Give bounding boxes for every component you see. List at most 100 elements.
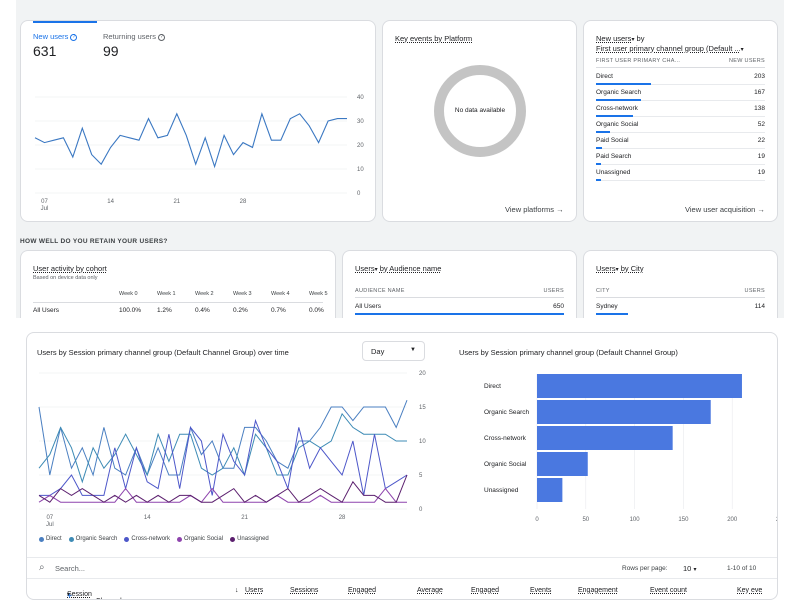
category-label: Direct — [484, 383, 501, 390]
series-line-organic-search — [38, 412, 407, 484]
new-users-card: New users? 631 Returning users? 99 40 30 2… — [20, 20, 376, 222]
week-header: Week 1 — [157, 291, 176, 297]
category-label: Organic Social — [484, 461, 527, 468]
legend-item[interactable]: Direct — [39, 536, 62, 542]
y-tick-label: 10 — [357, 167, 364, 173]
granularity-select[interactable]: Day ▼ — [362, 341, 425, 361]
acquisition-dimension[interactable]: First user primary channel group (Defaul… — [596, 44, 744, 53]
column-header[interactable]: Key eve — [737, 587, 763, 594]
column-header[interactable]: Sessions — [290, 587, 319, 594]
row-bar — [596, 313, 628, 315]
key-events-title[interactable]: Key events by Platform — [395, 34, 473, 43]
column-header[interactable]: Average — [417, 587, 443, 594]
y-tick-label: 0 — [419, 507, 423, 513]
row-label: Paid Search — [596, 153, 632, 160]
column-header[interactable]: Engaged — [348, 587, 377, 594]
new-users-value: 631 — [33, 43, 57, 59]
table-row[interactable]: All Users 650 — [355, 299, 564, 315]
retention-value: 1.2% — [157, 307, 172, 314]
audience-title[interactable]: Users▾ by Audience name — [355, 264, 442, 273]
week-header: Week 3 — [233, 291, 252, 297]
x-tick-label: 0 — [535, 517, 539, 523]
column-header[interactable]: Engaged — [471, 587, 500, 594]
row-label: Organic Social — [596, 121, 639, 128]
table-row[interactable]: Direct 203 — [596, 69, 765, 85]
users-column-header: USERS — [744, 288, 765, 294]
table-row[interactable]: Organic Search 167 — [596, 85, 765, 101]
tab-returning-users[interactable]: Returning users? — [103, 32, 165, 41]
table-row[interactable]: Cross-network 138 — [596, 101, 765, 117]
search-input[interactable]: Search... — [55, 564, 86, 573]
legend-label: Cross-network — [131, 536, 171, 542]
row-value: 22 — [757, 137, 765, 144]
column-header[interactable]: Event count — [650, 587, 687, 594]
table-row[interactable]: Unassigned 19 — [596, 165, 765, 181]
user-acquisition-card: New users▾ by First user primary channel… — [583, 20, 778, 222]
dropdown-icon[interactable]: ▾ — [615, 267, 619, 273]
city-title[interactable]: Users▾ by City — [596, 264, 644, 273]
table-row[interactable]: Organic Social 52 — [596, 117, 765, 133]
users-column-header: USERS — [543, 288, 564, 294]
x-tick-label: 200 — [727, 517, 738, 523]
x-month-label: Jul — [46, 522, 54, 528]
legend-item[interactable]: Cross-network — [124, 536, 170, 542]
acquisition-title[interactable]: New users▾ by — [596, 34, 645, 43]
row-label: Paid Social — [596, 137, 629, 144]
y-tick-label: 30 — [357, 119, 364, 125]
row-value: 114 — [754, 303, 765, 310]
key-events-card: Key events by Platform No data available… — [382, 20, 577, 222]
retention-value: 0.4% — [195, 307, 210, 314]
row-label: Sydney — [596, 303, 618, 310]
y-tick-label: 40 — [357, 95, 364, 101]
row-value: 138 — [754, 105, 765, 112]
help-icon[interactable]: ? — [70, 34, 78, 41]
x-tick-label: 07 — [46, 515, 53, 521]
row-value: 203 — [754, 73, 765, 80]
retention-value: 0.7% — [271, 307, 286, 314]
rows-per-page-label: Rows per page: — [622, 565, 668, 572]
tab-new-users[interactable]: New users? — [33, 32, 78, 41]
new-users-line-chart: 40 30 20 10 0 07 14 21 28 Jul — [34, 95, 364, 212]
dropdown-icon[interactable]: ▾ — [631, 37, 635, 43]
row-value: 167 — [754, 89, 765, 96]
column-header[interactable]: Engagement — [578, 587, 618, 594]
arrow-right-icon: → — [556, 205, 564, 214]
series-line-direct — [38, 400, 408, 477]
dropdown-icon[interactable]: ▾ — [374, 267, 378, 273]
legend-swatch — [39, 536, 44, 542]
table-header-divider — [596, 67, 765, 68]
cohort-row-label: All Users — [33, 307, 60, 314]
dropdown-icon[interactable]: ▾ — [740, 47, 744, 53]
row-bar — [596, 83, 651, 85]
view-user-acquisition-link[interactable]: View user acquisition → — [685, 205, 765, 214]
x-tick-label: 28 — [240, 199, 247, 205]
table-header-divider — [355, 297, 564, 298]
column-header[interactable]: Users — [245, 587, 264, 594]
sort-down-icon[interactable]: ↓ — [235, 587, 239, 594]
bar-unassigned — [537, 478, 563, 502]
x-tick-label: 50 — [582, 517, 589, 523]
column-header[interactable]: Events — [530, 587, 552, 594]
legend-label: Organic Social — [184, 536, 224, 542]
x-tick-label: 14 — [144, 515, 151, 521]
new-users-series-line — [34, 111, 347, 169]
table-row[interactable]: Paid Social 22 — [596, 133, 765, 149]
add-dimension-icon[interactable]: + — [67, 591, 73, 600]
city-column-header: CITY — [596, 288, 610, 294]
legend-item[interactable]: Organic Search — [68, 536, 117, 542]
row-bar — [355, 313, 564, 315]
chart-legend: Direct Organic Search Cross-network Organic… — [39, 536, 269, 542]
rows-per-page-select[interactable]: 10 ▾ — [683, 564, 697, 573]
view-platforms-link[interactable]: View platforms → — [505, 205, 564, 214]
help-icon[interactable]: ? — [157, 34, 165, 41]
legend-label: Unassigned — [237, 536, 269, 542]
row-bar — [596, 115, 634, 117]
row-value: 650 — [553, 303, 564, 310]
legend-swatch — [230, 536, 236, 542]
legend-item[interactable]: Organic Social — [177, 536, 223, 542]
y-tick-label: 20 — [357, 143, 364, 149]
table-row[interactable]: Sydney 114 — [596, 299, 765, 315]
table-row[interactable]: Paid Search 19 — [596, 149, 765, 165]
legend-item[interactable]: Unassigned — [230, 536, 269, 542]
week-header: Week 4 — [271, 291, 290, 297]
